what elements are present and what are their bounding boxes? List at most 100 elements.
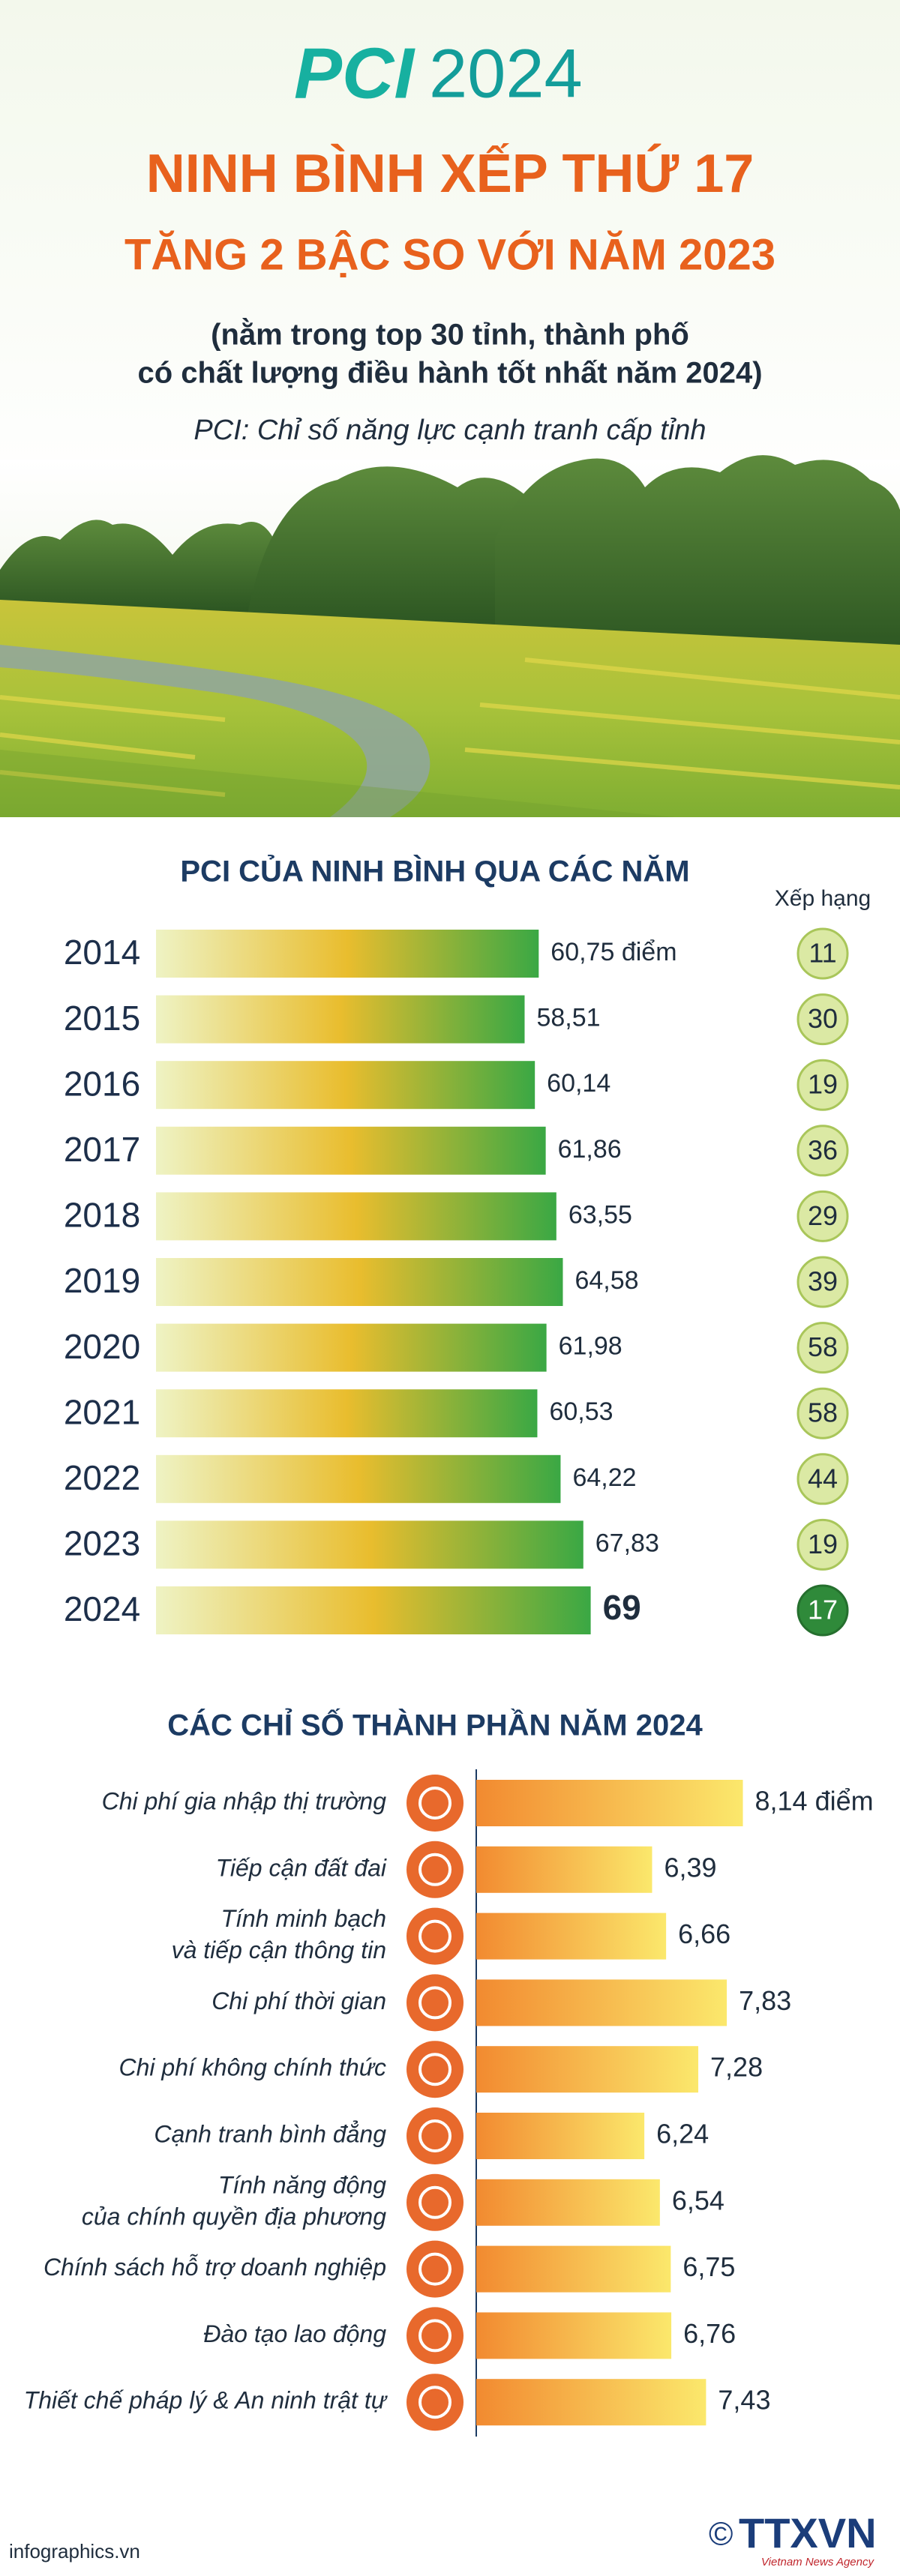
value-label: 7,43 xyxy=(718,2385,770,2416)
value-label: 64,58 xyxy=(574,1266,638,1295)
note-line: có chất lượng điều hành tốt nhất năm 202… xyxy=(137,357,762,390)
category-icon xyxy=(406,2240,464,2298)
category-label: Tính năng động xyxy=(218,2171,386,2198)
icon-circle xyxy=(406,1775,464,1832)
bar xyxy=(476,1780,743,1826)
category-label: 2015 xyxy=(64,999,140,1038)
value-label: 60,53 xyxy=(549,1397,613,1426)
bar xyxy=(476,1913,667,1960)
rank-value: 39 xyxy=(808,1266,838,1297)
category-label: Chi phí không chính thức xyxy=(119,2054,387,2081)
value-label: 60,14 xyxy=(547,1069,610,1098)
value-label: 63,55 xyxy=(568,1200,632,1229)
bar xyxy=(156,930,539,978)
rank-badge xyxy=(796,1190,849,1242)
value-label: 6,54 xyxy=(672,2185,724,2215)
chart-title: PCI CỦA NINH BÌNH QUA CÁC NĂM xyxy=(180,854,689,888)
value-label: 7,28 xyxy=(710,2052,763,2083)
bar xyxy=(156,1126,546,1175)
value-label: 6,66 xyxy=(678,1919,730,1949)
icon-circle xyxy=(406,2107,464,2164)
value-label: 6,76 xyxy=(683,2318,736,2349)
category-label: Thiết chế pháp lý & An ninh trật tự xyxy=(24,2387,388,2414)
bar xyxy=(156,1586,591,1634)
rank-badge xyxy=(796,1387,849,1439)
rank-badge xyxy=(796,1256,849,1308)
category-label: 2018 xyxy=(64,1196,140,1235)
icon-ring xyxy=(418,2386,452,2419)
bar xyxy=(156,1258,563,1306)
bar xyxy=(156,1389,538,1438)
category-icon xyxy=(406,1775,464,1832)
category-label: Đào tạo lao động xyxy=(203,2320,386,2347)
category-label: 2020 xyxy=(64,1327,140,1366)
rank-badge xyxy=(796,1518,849,1571)
icon-circle xyxy=(406,1907,464,1965)
icon-circle xyxy=(406,2240,464,2298)
bar xyxy=(476,2379,706,2426)
value-label: 6,24 xyxy=(656,2119,709,2149)
year: 2024 xyxy=(429,35,583,112)
headline: NINH BÌNH XẾP THỨ 17 xyxy=(146,143,754,204)
rank-badge xyxy=(796,1453,849,1505)
category-label: 2023 xyxy=(64,1524,140,1563)
category-label: Cạnh tranh bình đẳng xyxy=(154,2120,386,2147)
icon-ring xyxy=(418,1919,452,1953)
value-label: 69 xyxy=(603,1588,641,1627)
rank-value: 58 xyxy=(808,1397,838,1428)
value-label: 60,75 điểm xyxy=(550,938,676,966)
rank-badge xyxy=(796,1584,849,1637)
rank-value: 11 xyxy=(808,938,836,969)
icon-circle xyxy=(406,2307,464,2365)
rank-value: 19 xyxy=(808,1529,838,1559)
category-label: 2017 xyxy=(64,1130,140,1169)
value-label: 61,98 xyxy=(559,1332,622,1361)
value-label: 58,51 xyxy=(536,1004,600,1032)
bar xyxy=(156,1323,547,1372)
icon-ring xyxy=(418,2119,452,2152)
category-icon xyxy=(406,2173,464,2231)
rank-title: Xếp hạng xyxy=(775,886,871,911)
category-label: Chi phí gia nhập thị trường xyxy=(102,1787,387,1814)
bar xyxy=(156,995,525,1044)
value-label: 7,83 xyxy=(739,1985,791,2016)
bar xyxy=(476,1846,652,1893)
definition: PCI: Chỉ số năng lực cạnh tranh cấp tỉnh xyxy=(194,415,706,446)
icon-circle xyxy=(406,1841,464,1898)
landscape-photo xyxy=(0,455,900,817)
icon-circle xyxy=(406,2041,464,2098)
category-label: và tiếp cận thông tin xyxy=(172,1936,386,1963)
bar xyxy=(476,2113,645,2159)
bar xyxy=(476,2046,699,2093)
category-label: Tính minh bạch xyxy=(220,1905,386,1932)
category-icon xyxy=(406,2107,464,2164)
rank-value: 58 xyxy=(808,1331,838,1362)
value-label: 6,39 xyxy=(664,1852,716,1883)
bar xyxy=(156,1520,584,1569)
rank-badge xyxy=(796,927,849,980)
chart-title: CÁC CHỈ SỐ THÀNH PHẦN NĂM 2024 xyxy=(167,1708,703,1742)
bar xyxy=(476,2245,671,2293)
value-label: 61,86 xyxy=(558,1135,622,1164)
value-label: 8,14 điểm xyxy=(755,1786,874,1817)
value-label: 67,83 xyxy=(596,1529,659,1557)
icon-ring xyxy=(418,1853,452,1886)
icon-ring xyxy=(418,2185,452,2219)
category-label: 2016 xyxy=(64,1064,140,1103)
category-label: 2021 xyxy=(64,1392,140,1431)
rank-badge xyxy=(796,1322,849,1374)
icon-ring xyxy=(418,2053,452,2086)
category-label: của chính quyền địa phương xyxy=(82,2203,386,2230)
copyright: © xyxy=(709,2516,733,2553)
logo: PCI xyxy=(294,33,416,113)
value-label: 6,75 xyxy=(682,2251,735,2282)
rank-badge xyxy=(796,993,849,1046)
agency-logo: TTXVN xyxy=(739,2509,877,2557)
category-label: Chi phí thời gian xyxy=(212,1987,386,2014)
bar xyxy=(156,1061,536,1110)
bar xyxy=(156,1454,561,1503)
rank-badge xyxy=(796,1125,849,1177)
source: infographics.vn xyxy=(9,2540,140,2563)
icon-circle xyxy=(406,1974,464,2032)
